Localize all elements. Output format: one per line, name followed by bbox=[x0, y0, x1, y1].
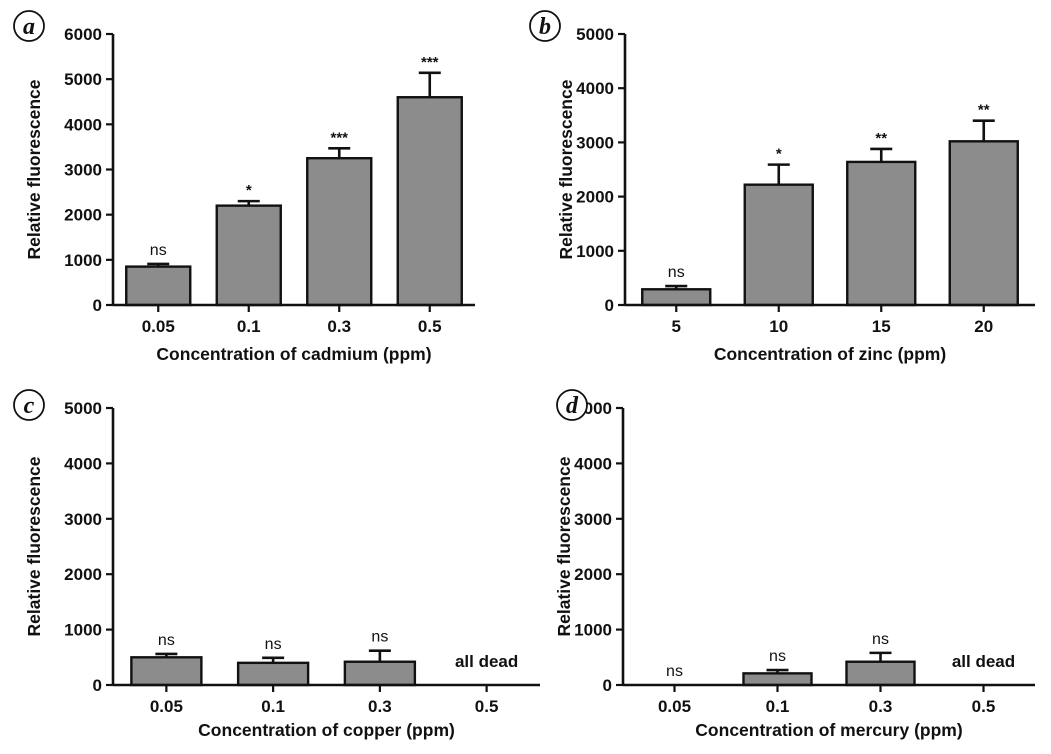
bar-5 bbox=[641, 288, 712, 307]
x-tick-label-0.05: 0.05 bbox=[150, 697, 183, 716]
significance-label-10: * bbox=[776, 146, 782, 163]
x-axis-label: Concentration of copper (ppm) bbox=[198, 720, 455, 740]
significance-label-0.3: *** bbox=[330, 129, 348, 146]
significance-label-0.3: ns bbox=[371, 629, 388, 646]
significance-label-0.05: ns bbox=[666, 663, 683, 680]
y-tick-label-5000: 5000 bbox=[64, 399, 102, 418]
x-tick-label-0.1: 0.1 bbox=[237, 317, 261, 336]
x-tick-label-20: 20 bbox=[974, 317, 993, 336]
x-tick-label-0.5: 0.5 bbox=[418, 317, 442, 336]
significance-label-0.5: *** bbox=[421, 54, 439, 71]
panel-label: a bbox=[23, 14, 35, 40]
y-tick-label-0: 0 bbox=[603, 676, 612, 695]
x-axis-label: Concentration of mercury (ppm) bbox=[695, 720, 962, 740]
y-tick-label-0: 0 bbox=[93, 296, 102, 315]
y-tick-label-0: 0 bbox=[93, 676, 102, 695]
y-tick-label-5000: 5000 bbox=[576, 25, 614, 44]
x-axis-label: Concentration of cadmium (ppm) bbox=[156, 344, 431, 364]
bar-0.3 bbox=[845, 660, 916, 687]
x-tick-label-0.1: 0.1 bbox=[261, 697, 285, 716]
x-tick-label-0.3: 0.3 bbox=[327, 317, 351, 336]
x-tick-label-0.5: 0.5 bbox=[972, 697, 996, 716]
y-tick-label-5000: 5000 bbox=[64, 70, 102, 89]
panel-label-circle bbox=[13, 389, 45, 421]
significance-label-0.1: * bbox=[246, 182, 252, 199]
significance-label-20: ** bbox=[978, 102, 990, 119]
bar-0.1 bbox=[215, 204, 282, 307]
y-tick-label-3000: 3000 bbox=[64, 161, 102, 180]
panel-label-circle bbox=[529, 10, 561, 42]
bar-0.3 bbox=[306, 157, 373, 307]
x-tick-label-5: 5 bbox=[672, 317, 681, 336]
y-tick-label-1000: 1000 bbox=[574, 621, 612, 640]
significance-label-0.1: ns bbox=[769, 648, 786, 665]
significance-label-0.3: ns bbox=[872, 631, 889, 648]
note-label-0.5: all dead bbox=[455, 652, 518, 671]
x-tick-label-0.5: 0.5 bbox=[475, 697, 499, 716]
significance-label-0.05: ns bbox=[150, 242, 167, 259]
x-tick-label-0.05: 0.05 bbox=[658, 697, 691, 716]
y-tick-label-2000: 2000 bbox=[64, 206, 102, 225]
x-tick-label-0.3: 0.3 bbox=[368, 697, 392, 716]
bar-0.5 bbox=[396, 96, 463, 307]
y-tick-label-1000: 1000 bbox=[576, 242, 614, 261]
y-tick-label-4000: 4000 bbox=[64, 115, 102, 134]
y-tick-label-0: 0 bbox=[605, 296, 614, 315]
y-tick-label-6000: 6000 bbox=[64, 25, 102, 44]
y-tick-label-3000: 3000 bbox=[64, 510, 102, 529]
x-axis-label: Concentration of zinc (ppm) bbox=[714, 344, 946, 364]
y-tick-label-4000: 4000 bbox=[64, 454, 102, 473]
x-tick-label-10: 10 bbox=[769, 317, 788, 336]
panel-label-circle bbox=[13, 10, 45, 42]
bar-20 bbox=[948, 140, 1019, 307]
y-tick-label-2000: 2000 bbox=[576, 188, 614, 207]
bar-0.1 bbox=[742, 672, 813, 687]
panel-label-circle bbox=[556, 389, 588, 421]
note-label-0.5: all dead bbox=[952, 652, 1015, 671]
bar-0.3 bbox=[343, 660, 417, 687]
bar-10 bbox=[743, 183, 814, 307]
y-tick-label-3000: 3000 bbox=[576, 133, 614, 152]
y-tick-label-2000: 2000 bbox=[574, 565, 612, 584]
panel-label: d bbox=[566, 393, 579, 419]
y-tick-label-3000: 3000 bbox=[574, 510, 612, 529]
x-tick-label-15: 15 bbox=[872, 317, 891, 336]
y-axis-label: Relative fluorescence bbox=[24, 79, 44, 259]
y-tick-label-1000: 1000 bbox=[64, 251, 102, 270]
panel-c: ns ns ns all dead 0 1000 2000 3000 4000 5000 0.05 0… bbox=[13, 389, 540, 740]
bar-15 bbox=[846, 160, 917, 307]
y-tick-label-2000: 2000 bbox=[64, 565, 102, 584]
significance-label-5: ns bbox=[668, 264, 685, 281]
y-tick-label-1000: 1000 bbox=[64, 621, 102, 640]
x-tick-label-0.3: 0.3 bbox=[869, 697, 893, 716]
panel-label: c bbox=[24, 393, 35, 419]
significance-label-0.1: ns bbox=[265, 636, 282, 653]
y-axis-label: Relative fluorescence bbox=[554, 456, 574, 636]
x-tick-label-0.05: 0.05 bbox=[142, 317, 175, 336]
y-tick-label-4000: 4000 bbox=[576, 79, 614, 98]
bar-0.05 bbox=[125, 265, 192, 307]
bar-0.05 bbox=[130, 656, 203, 687]
significance-label-0.05: ns bbox=[158, 632, 175, 649]
significance-label-15: ** bbox=[875, 130, 887, 147]
y-axis-label: Relative fluorescence bbox=[24, 456, 44, 636]
y-axis-label: Relative fluorescence bbox=[556, 79, 576, 259]
panel-label: b bbox=[539, 14, 551, 40]
bar-0.1 bbox=[236, 661, 310, 687]
y-tick-label-4000: 4000 bbox=[574, 454, 612, 473]
x-tick-label-0.1: 0.1 bbox=[766, 697, 790, 716]
